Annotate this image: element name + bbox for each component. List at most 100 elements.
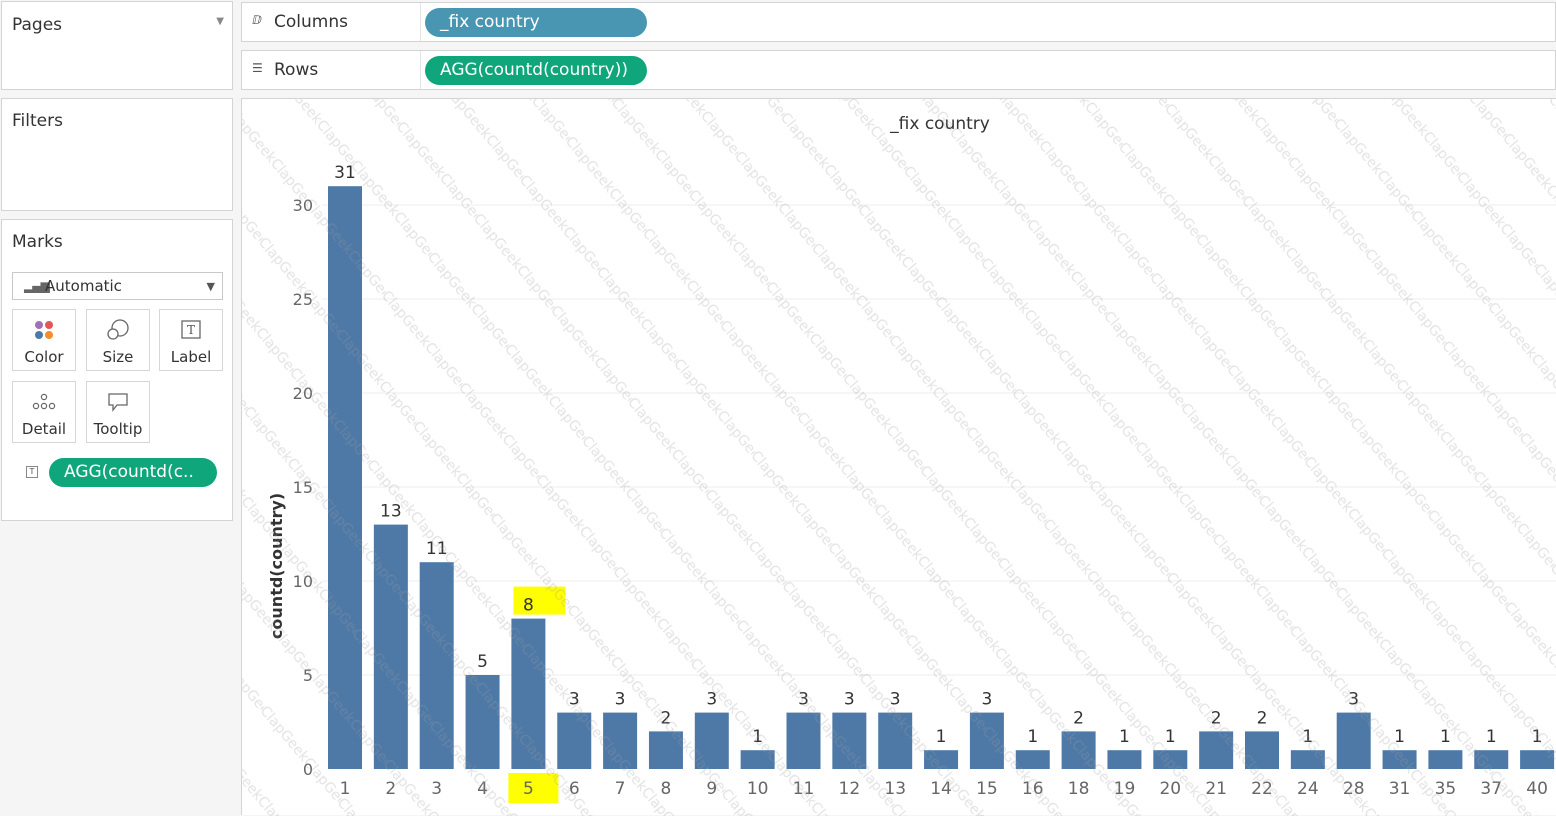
x-tick-label: 10: [747, 779, 769, 799]
bar: [1015, 750, 1050, 769]
rows-icon: ☰: [252, 61, 263, 75]
bar: [1474, 750, 1509, 769]
bar: [740, 750, 775, 769]
y-tick-label: 10: [293, 572, 313, 591]
data-label: 3: [798, 690, 809, 710]
x-tick-label: 6: [569, 779, 580, 799]
data-label: 1: [1027, 727, 1038, 747]
data-label: 11: [426, 539, 448, 559]
data-label: 1: [1119, 727, 1130, 747]
x-tick-label: 7: [615, 779, 626, 799]
color-dots-icon: [13, 319, 75, 341]
bar: [328, 186, 362, 769]
data-label: 1: [1394, 727, 1405, 747]
bar: [694, 712, 729, 769]
y-tick-label: 30: [293, 196, 313, 215]
label-field-pill[interactable]: AGG(countd(c..: [49, 458, 217, 487]
bar: [969, 712, 1004, 769]
tooltip-button[interactable]: Tooltip: [86, 381, 150, 443]
svg-text:T: T: [187, 323, 195, 337]
columns-icon: ⅅ: [252, 13, 262, 27]
columns-field-pill[interactable]: _fix country: [425, 8, 647, 37]
bar: [1428, 750, 1463, 769]
label-button[interactable]: T Label: [159, 309, 223, 371]
bar: [511, 618, 546, 769]
speech-bubble-icon: [87, 391, 149, 413]
x-tick-label: 18: [1068, 779, 1090, 799]
rows-field-pill[interactable]: AGG(countd(country)): [425, 56, 647, 85]
bar: [786, 712, 821, 769]
y-axis-label: countd(country): [267, 493, 286, 639]
x-tick-label: 14: [930, 779, 952, 799]
rows-shelf[interactable]: ☰ Rows AGG(countd(country)): [241, 50, 1556, 90]
marks-card: Marks ▂▄▆ Automatic ▼ Color Size T: [1, 219, 233, 521]
chevron-down-icon[interactable]: ▼: [216, 16, 224, 27]
columns-label: Columns: [274, 12, 348, 32]
size-button[interactable]: Size: [86, 309, 150, 371]
columns-shelf[interactable]: ⅅ Columns _fix country: [241, 2, 1556, 42]
data-label: 1: [1532, 727, 1543, 747]
bar: [1520, 750, 1555, 769]
chart-title: _fix country: [889, 114, 990, 134]
data-label: 1: [1165, 727, 1176, 747]
marks-title: Marks: [12, 232, 63, 252]
bar: [1061, 731, 1096, 769]
bar: [648, 731, 683, 769]
bar: [557, 712, 592, 769]
data-label: 1: [1486, 727, 1497, 747]
size-label: Size: [102, 348, 134, 366]
bar: [1382, 750, 1417, 769]
data-label: 1: [1302, 727, 1313, 747]
detail-button[interactable]: Detail: [12, 381, 76, 443]
tooltip-label: Tooltip: [93, 420, 143, 438]
x-tick-label: 2: [385, 779, 396, 799]
data-label: 3: [706, 690, 717, 710]
bar: [1336, 712, 1371, 769]
x-tick-label: 28: [1343, 779, 1365, 799]
text-label-icon: T: [26, 466, 38, 478]
chevron-down-icon: ▼: [206, 280, 215, 293]
bar: [1199, 731, 1234, 769]
x-tick-label: 12: [839, 779, 861, 799]
bar: [373, 524, 408, 769]
x-tick-label: 5: [523, 779, 534, 799]
bar: [1107, 750, 1142, 769]
y-tick-label: 15: [293, 478, 313, 497]
x-tick-label: 31: [1389, 779, 1411, 799]
data-label: 3: [569, 690, 580, 710]
y-tick-label: 0: [303, 760, 313, 779]
color-label: Color: [24, 348, 64, 366]
x-tick-label: 4: [477, 779, 488, 799]
data-label: 3: [1348, 690, 1359, 710]
bar: [603, 712, 638, 769]
x-tick-label: 3: [431, 779, 442, 799]
data-label: 3: [981, 690, 992, 710]
bar: [465, 675, 500, 769]
bar: [878, 712, 913, 769]
x-tick-label: 35: [1435, 779, 1457, 799]
x-tick-label: 15: [976, 779, 998, 799]
pages-shelf[interactable]: Pages ▼: [1, 1, 233, 90]
filters-shelf[interactable]: Filters: [1, 98, 233, 211]
data-label: 2: [1257, 708, 1268, 728]
data-label: 5: [477, 652, 488, 672]
filters-title: Filters: [12, 111, 63, 131]
bar: [832, 712, 867, 769]
x-tick-label: 19: [1114, 779, 1136, 799]
x-tick-label: 24: [1297, 779, 1319, 799]
data-label: 13: [380, 502, 402, 522]
data-label: 8: [523, 596, 534, 616]
mark-type-dropdown[interactable]: ▂▄▆ Automatic ▼: [12, 272, 223, 300]
bar: [419, 562, 454, 769]
x-tick-label: 22: [1251, 779, 1273, 799]
x-tick-label: 21: [1205, 779, 1227, 799]
bar: [924, 750, 959, 769]
data-label: 2: [1073, 708, 1084, 728]
pages-title: Pages: [12, 15, 63, 35]
y-tick-label: 5: [303, 666, 313, 685]
color-button[interactable]: Color: [12, 309, 76, 371]
shelf-divider: [420, 3, 421, 41]
x-tick-label: 1: [340, 779, 351, 799]
x-tick-label: 8: [661, 779, 672, 799]
bar: [1245, 731, 1279, 769]
